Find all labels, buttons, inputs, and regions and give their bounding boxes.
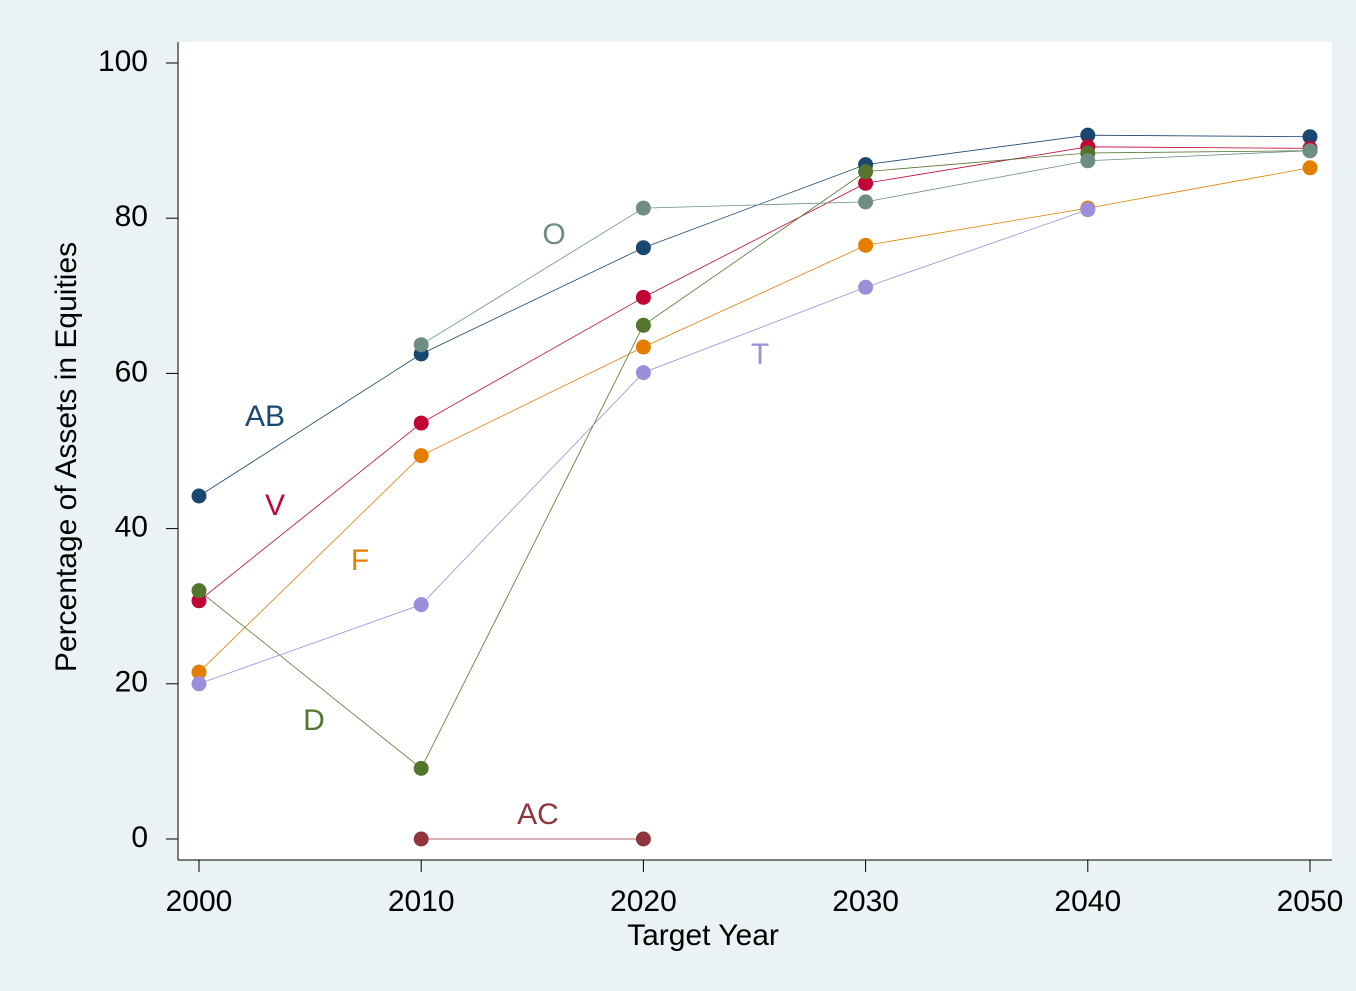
y-tick-label: 0: [131, 821, 148, 854]
point: [1080, 202, 1096, 218]
point: [191, 583, 207, 599]
point: [413, 760, 429, 776]
point: [635, 240, 651, 256]
y-tick-label: 80: [115, 200, 148, 233]
series-label: F: [351, 544, 369, 577]
series-line: [198, 150, 1311, 770]
point: [1080, 153, 1096, 169]
point: [413, 597, 429, 613]
point: [635, 289, 651, 305]
point: [858, 164, 874, 180]
point: [1302, 129, 1318, 145]
point: [635, 317, 651, 333]
point: [191, 664, 207, 680]
point: [191, 488, 207, 504]
point: [635, 339, 651, 355]
y-tick-label: 20: [115, 666, 148, 699]
series-label: V: [265, 489, 285, 522]
point: [413, 831, 429, 847]
series-line: [198, 146, 1311, 602]
point: [191, 676, 207, 692]
x-tick-label: 2010: [388, 885, 455, 918]
point: [413, 337, 429, 353]
series-label: D: [303, 704, 325, 737]
point: [635, 831, 651, 847]
point: [858, 175, 874, 191]
y-tick-label: 40: [115, 511, 148, 544]
x-tick-label: 2020: [610, 885, 677, 918]
series-label: AC: [517, 798, 559, 831]
x-tick-label: 2030: [832, 885, 899, 918]
point: [1302, 143, 1318, 159]
point: [858, 194, 874, 210]
point: [413, 448, 429, 464]
y-axis-title: Percentage of Assets in Equities: [50, 242, 83, 672]
series-line: [198, 167, 1311, 673]
plot-area: [178, 42, 1332, 860]
series-line: [198, 134, 1311, 497]
x-tick-label: 2040: [1054, 885, 1121, 918]
series-label: O: [542, 218, 565, 251]
y-tick-label: 100: [98, 45, 148, 78]
series-label: T: [751, 338, 769, 371]
y-tick-label: 60: [115, 355, 148, 388]
point: [1080, 127, 1096, 143]
x-axis-title: Target Year: [627, 919, 779, 952]
x-tick-label: 2050: [1277, 885, 1344, 918]
point: [635, 200, 651, 216]
point: [635, 365, 651, 381]
point: [858, 279, 874, 295]
point: [413, 415, 429, 431]
point: [1302, 160, 1318, 176]
x-tick-label: 2000: [166, 885, 233, 918]
series-label: AB: [245, 400, 285, 433]
point: [858, 237, 874, 253]
